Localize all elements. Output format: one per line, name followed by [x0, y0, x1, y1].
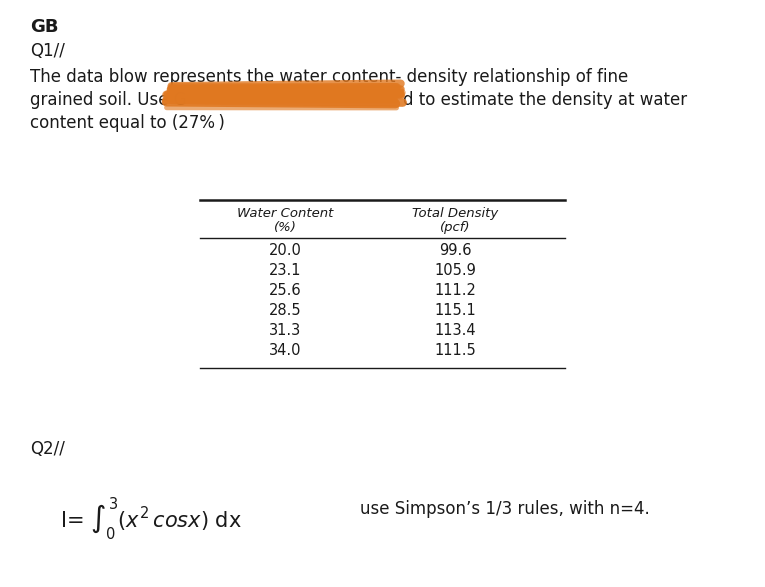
Text: 23.1: 23.1: [269, 263, 301, 278]
Text: 31.3: 31.3: [269, 323, 301, 338]
Text: 111.5: 111.5: [434, 343, 476, 358]
Text: 28.5: 28.5: [269, 303, 301, 318]
Text: 113.4: 113.4: [435, 323, 476, 338]
Text: (%): (%): [274, 221, 296, 234]
Text: Water Content: Water Content: [237, 207, 334, 220]
Text: The data blow represents the water content- density relationship of fine: The data blow represents the water conte…: [30, 68, 628, 86]
Text: use Simpson’s 1/3 rules, with n=4.: use Simpson’s 1/3 rules, with n=4.: [360, 500, 649, 518]
Text: Q2//: Q2//: [30, 440, 65, 458]
Text: content equal to (27% ): content equal to (27% ): [30, 114, 225, 132]
Text: 111.2: 111.2: [434, 283, 476, 298]
Text: Q1//: Q1//: [30, 42, 65, 60]
Text: 99.6: 99.6: [439, 243, 471, 258]
Text: grained soil. Use G: grained soil. Use G: [30, 91, 187, 109]
Text: 115.1: 115.1: [434, 303, 476, 318]
Text: Total Density: Total Density: [412, 207, 498, 220]
Text: 25.6: 25.6: [269, 283, 301, 298]
Text: 20.0: 20.0: [269, 243, 301, 258]
Text: (pcf): (pcf): [440, 221, 470, 234]
Text: I= $\int_0^3 (x^2\, cosx)$ dx: I= $\int_0^3 (x^2\, cosx)$ dx: [60, 495, 242, 542]
Text: 105.9: 105.9: [434, 263, 476, 278]
Text: 34.0: 34.0: [269, 343, 301, 358]
Text: GB: GB: [30, 18, 58, 36]
Text: d to estimate the density at water: d to estimate the density at water: [403, 91, 687, 109]
